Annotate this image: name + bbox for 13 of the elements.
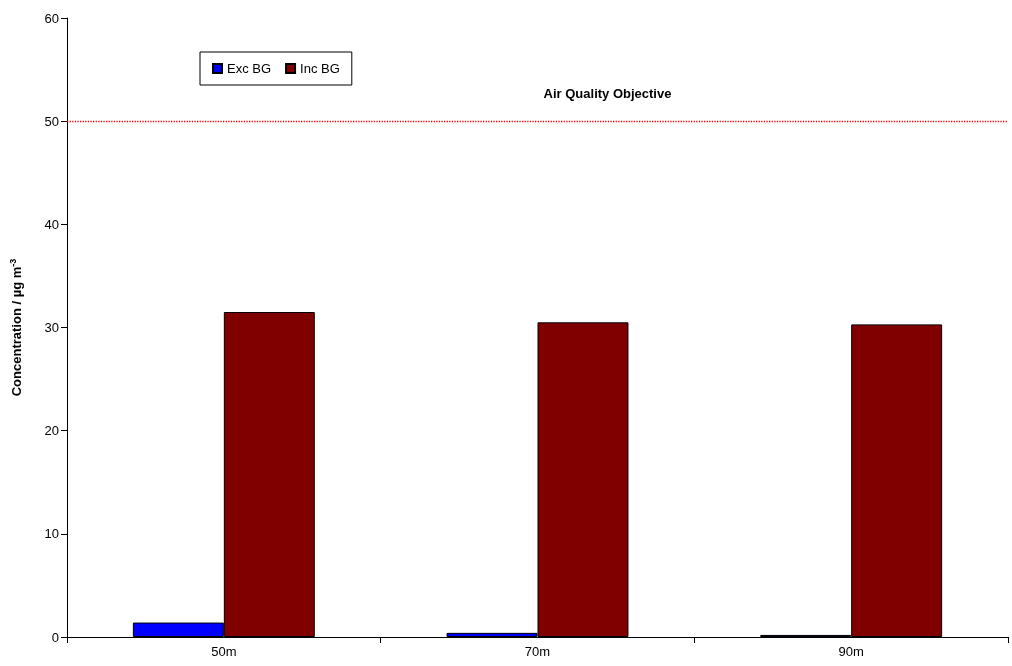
x-tick-label: 50m <box>211 644 237 659</box>
x-tick-label: 70m <box>524 644 551 659</box>
y-tick-label: 20 <box>44 423 59 439</box>
ref-line-label: Air Quality Objective <box>543 86 672 102</box>
y-tick-label: 10 <box>44 526 59 542</box>
y-tick-label: 30 <box>44 320 59 335</box>
legend-label: Exc BG <box>227 61 272 76</box>
legend-label: Inc BG <box>300 61 340 76</box>
y-tick-label: 0 <box>51 629 59 645</box>
y-tick-label: 60 <box>44 10 59 26</box>
y-tick-label: 50 <box>44 113 59 129</box>
x-tick-label: 90m <box>838 644 864 659</box>
y-tick-label: 40 <box>44 216 59 232</box>
